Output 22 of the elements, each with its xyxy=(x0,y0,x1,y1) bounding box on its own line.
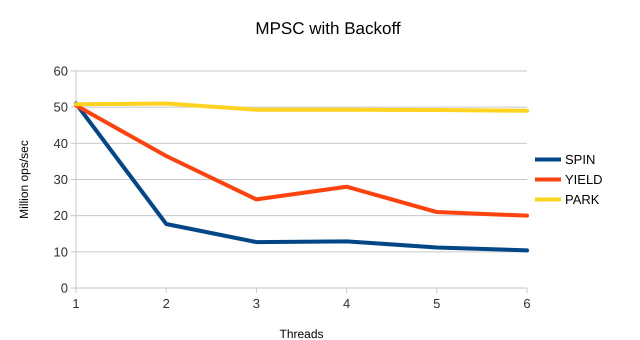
y-tick-label: 40 xyxy=(54,136,68,151)
legend-label: PARK xyxy=(565,192,600,208)
y-tick-label: 20 xyxy=(54,208,68,224)
line-series xyxy=(74,102,529,252)
y-tick-label: 50 xyxy=(54,100,68,115)
x-tick-label: 2 xyxy=(162,296,170,311)
x-axis-title: Threads xyxy=(279,327,324,340)
y-tick-label: 0 xyxy=(60,280,68,296)
y-tick-label: 60 xyxy=(54,64,68,79)
x-tick-label: 5 xyxy=(433,296,440,311)
x-tick-label: 6 xyxy=(523,296,531,311)
line-series xyxy=(74,102,529,113)
x-tick-label: 1 xyxy=(72,296,80,311)
legend-label: YIELD xyxy=(565,172,603,188)
y-tick-label: 10 xyxy=(54,244,68,260)
y-axis-title: Million ops/sec xyxy=(17,140,31,219)
legend-label: SPIN xyxy=(565,152,596,168)
x-tick-label: 3 xyxy=(252,296,260,311)
x-tick-label: 4 xyxy=(342,296,350,311)
y-tick-label: 30 xyxy=(54,172,68,188)
line-series xyxy=(74,103,529,218)
chart-title: MPSC with Backoff xyxy=(255,19,401,38)
